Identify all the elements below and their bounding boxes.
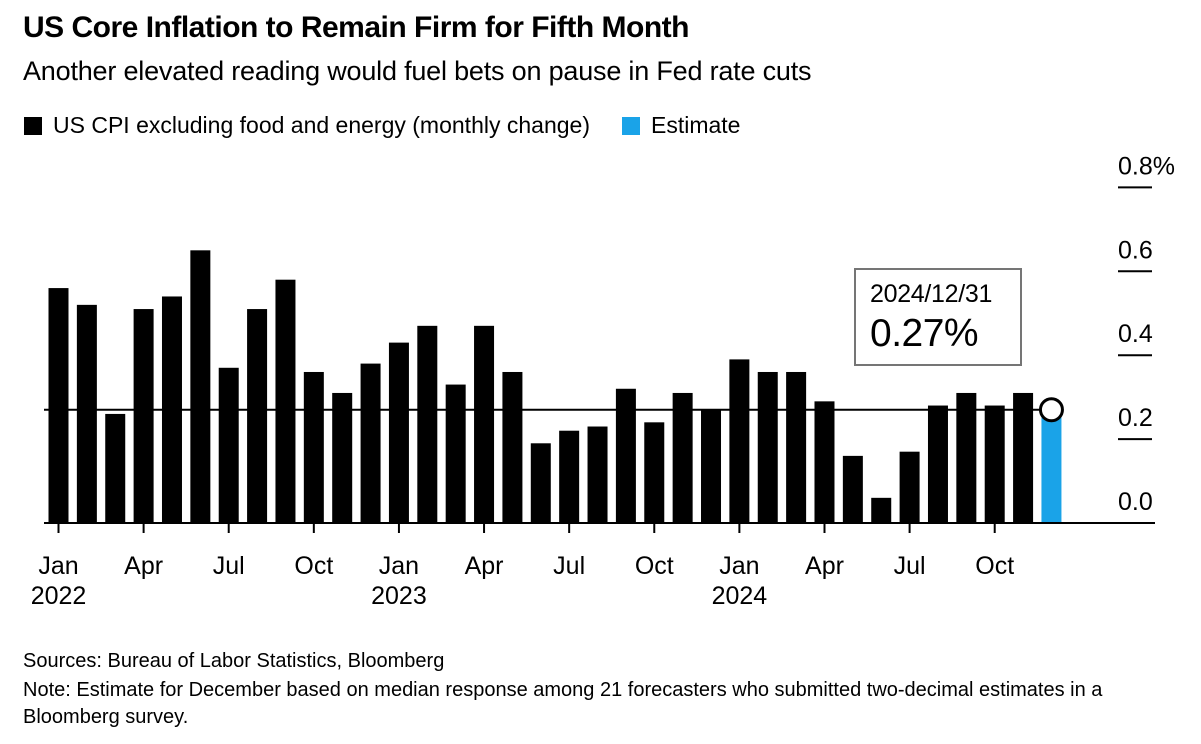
bar (842, 455, 863, 523)
x-tick-month-label: Jan (379, 552, 419, 580)
x-tick-month-label: Apr (805, 552, 844, 580)
legend-estimate-label: Estimate (650, 112, 741, 138)
note-text: Note: Estimate for December based on med… (23, 679, 1103, 728)
bar (133, 309, 154, 523)
x-tick-month-label: Jul (553, 552, 585, 580)
y-tick-label: 0.6 (1118, 236, 1153, 264)
estimate-callout-value: 0.27% (870, 312, 979, 355)
x-tick-month-label: Jan (719, 552, 759, 580)
x-tick-month-label: Jul (213, 552, 245, 580)
bar (417, 325, 438, 523)
bar (48, 288, 69, 523)
legend: US CPI excluding food and energy (monthl… (24, 112, 740, 139)
x-tick-month-label: Oct (975, 552, 1014, 580)
bar (814, 401, 835, 523)
x-tick-month-label: Apr (465, 552, 504, 580)
bar (587, 426, 608, 523)
bar (218, 367, 239, 523)
x-tick-month-label: Jan (38, 552, 78, 580)
bar (530, 443, 551, 523)
bar (701, 409, 722, 523)
bar (559, 430, 580, 523)
bar (76, 304, 97, 523)
estimate-bar (1041, 409, 1062, 523)
bar (275, 279, 296, 523)
sources-text: Sources: Bureau of Labor Statistics, Blo… (23, 650, 445, 672)
x-tick-month-label: Oct (294, 552, 333, 580)
bar (729, 359, 750, 523)
bar (105, 413, 126, 523)
x-tick-year-label: 2024 (712, 582, 768, 610)
bar (956, 392, 977, 523)
x-tick-month-label: Jul (894, 552, 926, 580)
y-tick-label: 0.8% (1118, 152, 1175, 180)
bar (247, 309, 268, 523)
bar (927, 405, 948, 523)
bar (303, 371, 324, 523)
estimate-marker-icon (1038, 397, 1064, 423)
estimate-callout: 2024/12/31 0.27% (854, 268, 1022, 366)
bar (644, 422, 665, 523)
bar (190, 250, 211, 523)
page-subtitle: Another elevated reading would fuel bets… (23, 56, 812, 86)
page-title: US Core Inflation to Remain Firm for Fif… (23, 11, 689, 44)
bar (899, 451, 920, 523)
bar (388, 342, 409, 523)
x-tick-year-label: 2023 (371, 582, 427, 610)
y-tick-label: 0.4 (1118, 320, 1153, 348)
series-swatch-icon (24, 116, 42, 135)
estimate-swatch-icon (621, 116, 640, 135)
bar (1013, 392, 1034, 523)
bar (615, 388, 636, 523)
bar (445, 384, 466, 523)
legend-series-label: US CPI excluding food and energy (monthl… (53, 112, 590, 138)
bar (984, 405, 1005, 523)
x-tick-month-label: Apr (124, 552, 163, 580)
bar (786, 371, 807, 523)
bar (161, 296, 182, 523)
legend-item-series: US CPI excluding food and energy (monthl… (24, 112, 590, 139)
y-tick-label: 0.2 (1118, 404, 1153, 432)
y-tick-label: 0.0 (1118, 488, 1153, 516)
x-tick-month-label: Oct (635, 552, 674, 580)
bar (360, 363, 381, 523)
bar (502, 371, 523, 523)
bar (672, 392, 693, 523)
bar (757, 371, 778, 523)
x-tick-year-label: 2022 (31, 582, 87, 610)
estimate-callout-date: 2024/12/31 (870, 280, 993, 308)
bar (871, 497, 892, 523)
legend-item-estimate: Estimate (621, 112, 741, 139)
bar (332, 392, 353, 523)
bar (474, 325, 495, 523)
